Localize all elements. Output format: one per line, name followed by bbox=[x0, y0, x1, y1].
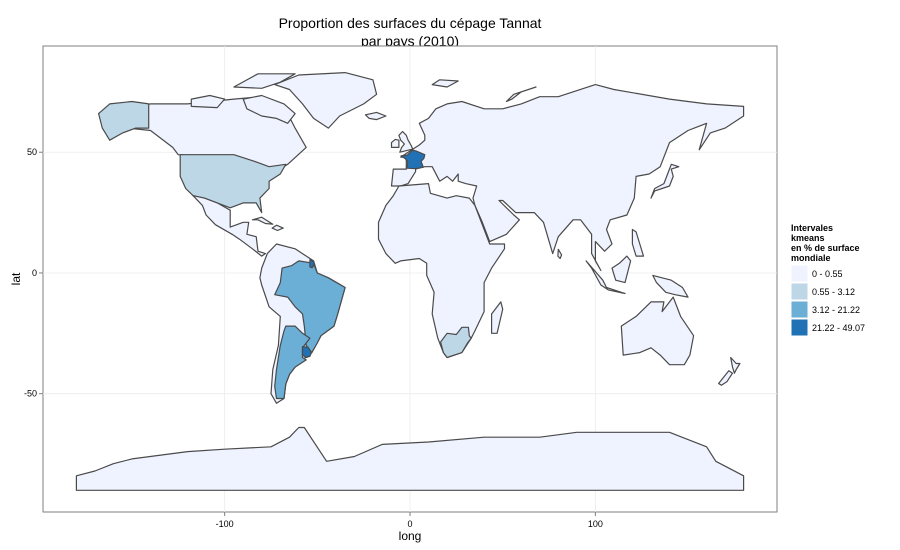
map-regions bbox=[75, 71, 745, 491]
legend-swatch bbox=[790, 264, 809, 283]
region-uruguay bbox=[301, 346, 312, 359]
region-victoria-island bbox=[190, 94, 226, 109]
region-philippines bbox=[631, 228, 645, 257]
region-australia bbox=[620, 296, 695, 366]
region-south-africa bbox=[440, 326, 472, 359]
region-new-zealand-south bbox=[717, 370, 734, 386]
region-alaska bbox=[97, 100, 150, 141]
legend-title-line-4: mondiale bbox=[791, 253, 831, 263]
region-eurasia bbox=[390, 83, 745, 272]
region-svalbard bbox=[431, 79, 459, 88]
region-argentina bbox=[274, 325, 311, 400]
region-japan bbox=[650, 163, 680, 199]
region-france bbox=[400, 149, 426, 170]
region-uk bbox=[398, 130, 414, 153]
x-tick-label: -100 bbox=[216, 519, 234, 529]
region-ireland bbox=[390, 138, 400, 148]
region-iceland bbox=[364, 111, 387, 121]
legend-swatch bbox=[790, 318, 809, 337]
legend-items: 0 - 0.55 0.55 - 3.12 3.12 - 21.22 21.22 - 4… bbox=[790, 264, 865, 337]
legend-title-line-3: en % de surface bbox=[791, 243, 860, 253]
legend-swatch bbox=[790, 282, 809, 301]
region-french-guiana bbox=[309, 259, 315, 269]
region-cuba bbox=[251, 216, 274, 225]
legend-label: 0.55 - 3.12 bbox=[812, 287, 855, 297]
region-indonesia bbox=[585, 260, 626, 295]
y-tick-label: 0 bbox=[32, 268, 37, 278]
legend: Intervales kmeans en % de surface mondia… bbox=[790, 223, 865, 337]
region-greenland bbox=[274, 71, 378, 129]
axis-ticks: -100 0 100 -50 0 50 bbox=[24, 147, 603, 529]
legend-label: 21.22 - 49.07 bbox=[812, 323, 865, 333]
region-novaya-zemlya bbox=[505, 86, 537, 103]
region-baffin bbox=[242, 94, 296, 124]
region-africa bbox=[377, 183, 506, 359]
legend-title-line-1: Intervales bbox=[791, 223, 833, 233]
x-tick-label: 0 bbox=[407, 519, 412, 529]
region-madagascar bbox=[491, 301, 504, 334]
region-sri-lanka bbox=[557, 248, 563, 260]
x-tick-label: 100 bbox=[588, 519, 603, 529]
y-tick-label: 50 bbox=[27, 147, 37, 157]
y-axis-label: lat bbox=[9, 272, 23, 285]
region-hispaniola bbox=[271, 224, 284, 232]
y-tick-label: -50 bbox=[24, 389, 37, 399]
region-central-america bbox=[192, 195, 266, 257]
legend-swatch bbox=[790, 300, 809, 319]
legend-label: 3.12 - 21.22 bbox=[812, 305, 860, 315]
legend-title-line-2: kmeans bbox=[791, 233, 825, 243]
region-ellesmere bbox=[233, 73, 296, 89]
chart-title-line-1: Proportion des surfaces du cépage Tannat bbox=[279, 15, 542, 31]
legend-label: 0 - 0.55 bbox=[812, 269, 843, 279]
region-new-zealand-north bbox=[730, 356, 741, 374]
region-borneo bbox=[611, 255, 632, 284]
chart-title-line-2: par pays (2010) bbox=[361, 33, 459, 49]
region-papua bbox=[652, 274, 689, 298]
x-axis-label: long bbox=[399, 529, 422, 543]
region-antarctica bbox=[75, 426, 745, 491]
